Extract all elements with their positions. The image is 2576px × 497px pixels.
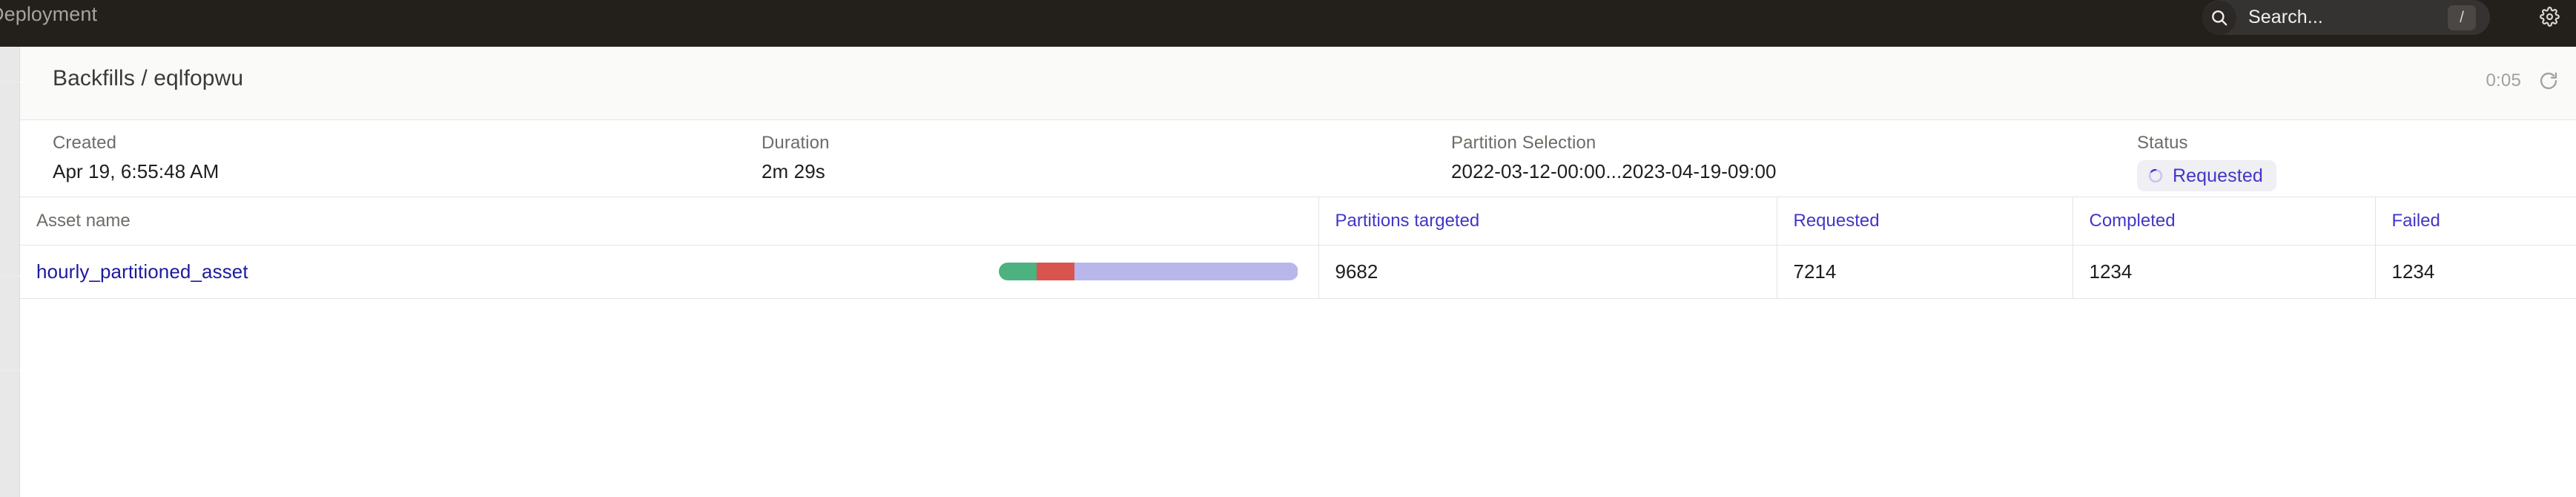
status-badge-label: Requested bbox=[2173, 165, 2263, 186]
meta-created-label: Created bbox=[53, 133, 117, 153]
table-header-row: Asset name Partitions targeted Requested… bbox=[20, 197, 2576, 246]
global-search[interactable]: Search... / bbox=[2202, 0, 2490, 35]
sidebar-collapsed-rail[interactable] bbox=[0, 47, 20, 497]
sidebar-panel-bottom bbox=[0, 371, 20, 497]
sidebar-panel-middle bbox=[0, 82, 20, 275]
cell-partitions-targeted: 9682 bbox=[1318, 245, 1777, 299]
column-header-partitions-targeted[interactable]: Partitions targeted bbox=[1318, 197, 1777, 246]
search-icon bbox=[2202, 0, 2236, 35]
progress-segment-completed bbox=[998, 263, 1037, 280]
meta-partition-label: Partition Selection bbox=[1451, 133, 1596, 153]
app-topbar: Deployment Search... / bbox=[0, 0, 2576, 47]
meta-created: Created Apr 19, 6:55:48 AM bbox=[53, 133, 219, 183]
column-header-requested[interactable]: Requested bbox=[1776, 197, 2073, 246]
page-header: Backfills / eqlfopwu 0:05 bbox=[20, 47, 2576, 120]
table-empty-space bbox=[20, 298, 2576, 404]
meta-status-label: Status bbox=[2137, 133, 2188, 153]
assets-table-wrapper: Asset name Partitions targeted Requested… bbox=[20, 197, 2576, 404]
progress-segment-failed bbox=[1036, 263, 1075, 280]
sidebar-panel-lower bbox=[0, 276, 20, 370]
asset-link[interactable]: hourly_partitioned_asset bbox=[36, 260, 248, 283]
column-header-asset-name: Asset name bbox=[20, 197, 1318, 246]
table-row: hourly_partitioned_asset 9682 7214 1234 … bbox=[20, 245, 2576, 299]
backfill-metadata: Created Apr 19, 6:55:48 AM Duration 2m 2… bbox=[20, 120, 2576, 197]
column-header-failed[interactable]: Failed bbox=[2374, 197, 2576, 246]
cell-asset-name: hourly_partitioned_asset bbox=[20, 245, 1318, 299]
meta-status: Status Requested bbox=[2137, 133, 2276, 191]
cell-completed: 1234 bbox=[2072, 245, 2375, 299]
partition-progress-bar bbox=[998, 263, 1298, 280]
meta-duration-label: Duration bbox=[762, 133, 830, 153]
column-header-completed[interactable]: Completed bbox=[2072, 197, 2375, 246]
meta-duration: Duration 2m 29s bbox=[762, 133, 830, 183]
sidebar-panel-top bbox=[0, 47, 20, 82]
assets-table: Asset name Partitions targeted Requested… bbox=[20, 197, 2576, 299]
spinner-icon bbox=[2147, 168, 2164, 184]
search-shortcut-key: / bbox=[2448, 4, 2476, 30]
search-input[interactable]: Search... bbox=[2248, 7, 2323, 27]
progress-segment-requested bbox=[1074, 263, 1298, 280]
refresh-icon[interactable] bbox=[2537, 70, 2560, 92]
gear-icon[interactable] bbox=[2531, 0, 2568, 33]
breadcrumb[interactable]: Backfills / eqlfopwu bbox=[53, 66, 244, 90]
status-badge[interactable]: Requested bbox=[2137, 160, 2276, 191]
main-content: Backfills / eqlfopwu 0:05 Created Apr 19… bbox=[20, 47, 2576, 497]
header-actions: 0:05 bbox=[2486, 70, 2560, 92]
meta-created-value: Apr 19, 6:55:48 AM bbox=[53, 160, 219, 182]
meta-duration-value: 2m 29s bbox=[762, 160, 825, 182]
cell-failed: 1234 bbox=[2374, 245, 2576, 299]
cell-requested: 7214 bbox=[1776, 245, 2073, 299]
deployment-label: Deployment bbox=[0, 3, 98, 25]
refresh-countdown: 0:05 bbox=[2486, 70, 2521, 90]
meta-partition-value: 2022-03-12-00:00...2023-04-19-09:00 bbox=[1451, 160, 1777, 182]
meta-partition-selection: Partition Selection 2022-03-12-00:00...2… bbox=[1451, 133, 1777, 183]
